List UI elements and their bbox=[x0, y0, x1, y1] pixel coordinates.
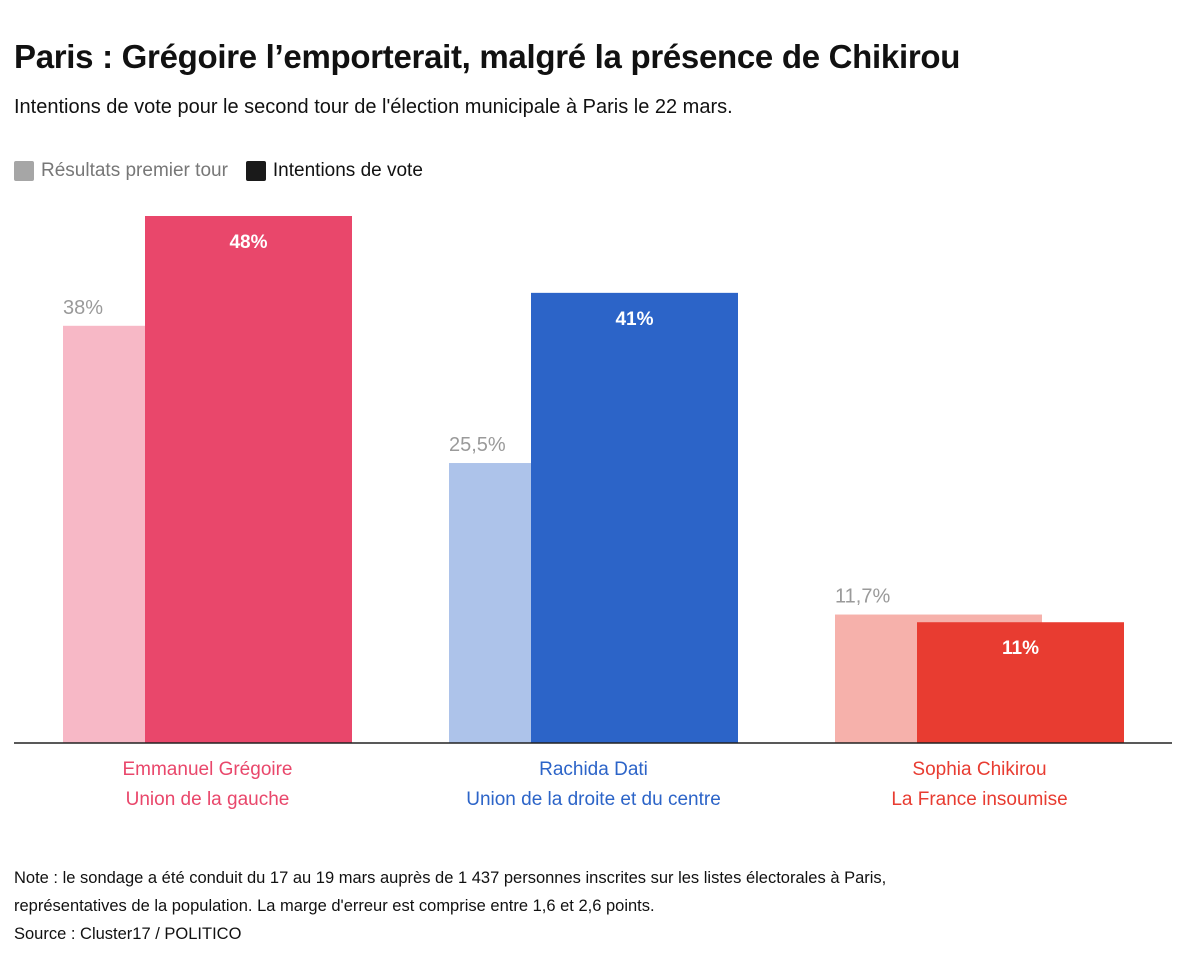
category-label-party: La France insoumise bbox=[891, 789, 1067, 810]
category-label-party: Union de la droite et du centre bbox=[466, 789, 721, 810]
label-intention: 48% bbox=[229, 232, 267, 253]
note-line-1: Note : le sondage a été conduit du 17 au… bbox=[14, 869, 887, 887]
legend-item-first-round[interactable]: Résultats premier tour bbox=[14, 160, 228, 182]
label-first-round: 38% bbox=[63, 297, 103, 319]
category-label-name: Rachida Dati bbox=[539, 759, 648, 780]
legend-label-first-round: Résultats premier tour bbox=[41, 160, 228, 181]
category-label-party: Union de la gauche bbox=[126, 789, 290, 810]
bar-intention bbox=[917, 622, 1124, 743]
bar-intention bbox=[145, 216, 352, 743]
label-intention: 41% bbox=[615, 309, 653, 330]
bar-intention bbox=[531, 292, 738, 743]
label-first-round: 25,5% bbox=[449, 434, 506, 456]
bar-chart: 38% 48% Emmanuel Grégoire Union de la gauch… bbox=[14, 216, 1172, 810]
chart-title: Paris : Grégoire l’emporterait, malgré l… bbox=[14, 38, 961, 75]
legend-item-vote-intentions[interactable]: Intentions de vote bbox=[245, 160, 423, 182]
note-line-2: représentatives de la population. La mar… bbox=[14, 897, 655, 915]
legend-swatch-first-round bbox=[14, 161, 34, 181]
legend-swatch-vote-intentions bbox=[245, 161, 266, 181]
label-first-round: 11,7% bbox=[835, 586, 890, 608]
footnote: Note : le sondage a été conduit du 17 au… bbox=[14, 864, 1184, 948]
chart-subtitle: Intentions de vote pour le second tour d… bbox=[14, 96, 733, 118]
bar-first-round bbox=[63, 325, 153, 743]
legend: Résultats premier tour Intentions de vot… bbox=[14, 160, 441, 182]
label-intention: 11% bbox=[1002, 638, 1039, 659]
source-line: Source : Cluster17 / POLITICO bbox=[14, 925, 242, 943]
category-label-name: Emmanuel Grégoire bbox=[122, 759, 292, 780]
category-label-name: Sophia Chikirou bbox=[912, 759, 1046, 780]
bar-first-round bbox=[449, 463, 539, 743]
legend-label-vote-intentions: Intentions de vote bbox=[272, 160, 423, 181]
